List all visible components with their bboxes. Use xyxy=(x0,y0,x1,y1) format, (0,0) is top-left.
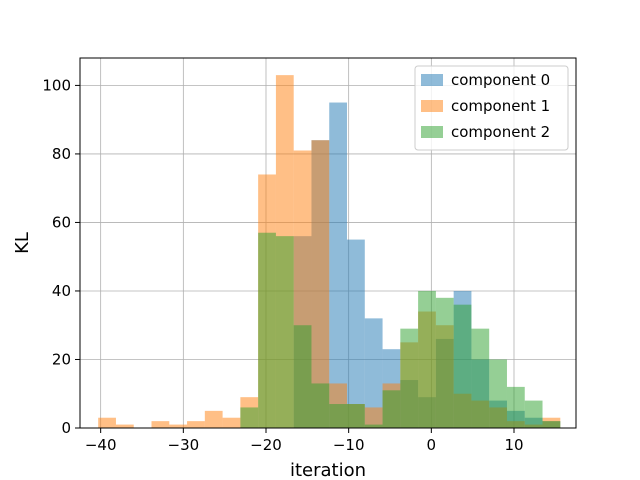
legend-swatch xyxy=(421,126,443,138)
bar-series-2 xyxy=(400,328,419,428)
bar-series-1 xyxy=(98,417,116,428)
bars xyxy=(98,75,561,428)
bar-series-1 xyxy=(187,421,205,428)
y-tick-label: 40 xyxy=(52,282,71,300)
bar-series-2 xyxy=(489,359,507,428)
bar-series-2 xyxy=(275,236,294,428)
bar-series-1 xyxy=(311,140,330,428)
bar-series-1 xyxy=(222,417,241,428)
bar-series-0 xyxy=(329,102,348,428)
y-tick-label: 20 xyxy=(52,350,71,368)
bar-series-2 xyxy=(311,383,330,428)
bar-series-1 xyxy=(115,424,134,428)
bar-series-2 xyxy=(524,400,543,428)
bar-series-0 xyxy=(347,239,365,428)
bar-series-0 xyxy=(364,318,383,428)
legend-box xyxy=(414,65,569,151)
y-tick-label: 100 xyxy=(42,76,71,94)
bar-series-2 xyxy=(347,404,365,428)
bar-series-1 xyxy=(364,407,383,428)
legend-swatch xyxy=(421,74,443,86)
y-tick-label: 80 xyxy=(52,145,71,163)
y-axis-title: KL xyxy=(12,232,33,254)
x-axis-title: iteration xyxy=(290,460,366,480)
bar-series-2 xyxy=(453,304,472,428)
bar-series-2 xyxy=(471,328,490,428)
legend-label: component 1 xyxy=(451,97,550,115)
bar-series-1 xyxy=(204,410,223,428)
legend-label: component 2 xyxy=(451,123,550,141)
x-tick-label: −40 xyxy=(85,436,117,454)
legend-label: component 0 xyxy=(451,71,550,89)
bar-series-2 xyxy=(542,421,561,428)
bar-series-2 xyxy=(258,232,276,428)
x-tick-label: 0 xyxy=(427,436,437,454)
x-tick-label: −20 xyxy=(250,436,282,454)
bar-series-2 xyxy=(293,325,312,428)
bar-series-2 xyxy=(382,390,401,428)
legend-swatch xyxy=(421,100,443,112)
bar-series-1 xyxy=(169,424,188,428)
bar-series-2 xyxy=(418,290,436,428)
bar-series-2 xyxy=(240,407,259,428)
bar-series-2 xyxy=(364,424,383,428)
x-tick-label: −30 xyxy=(168,436,200,454)
x-tick-label: −10 xyxy=(333,436,365,454)
bar-series-2 xyxy=(435,297,454,428)
bar-series-2 xyxy=(329,404,348,428)
bar-series-2 xyxy=(506,386,525,428)
plot-frame xyxy=(79,57,577,429)
legend: component 0 component 1 component 2 xyxy=(414,65,569,151)
bar-series-1 xyxy=(151,421,170,428)
y-tick-label: 0 xyxy=(61,419,71,437)
y-tick-label: 60 xyxy=(52,213,71,231)
x-tick-label: 10 xyxy=(504,436,523,454)
